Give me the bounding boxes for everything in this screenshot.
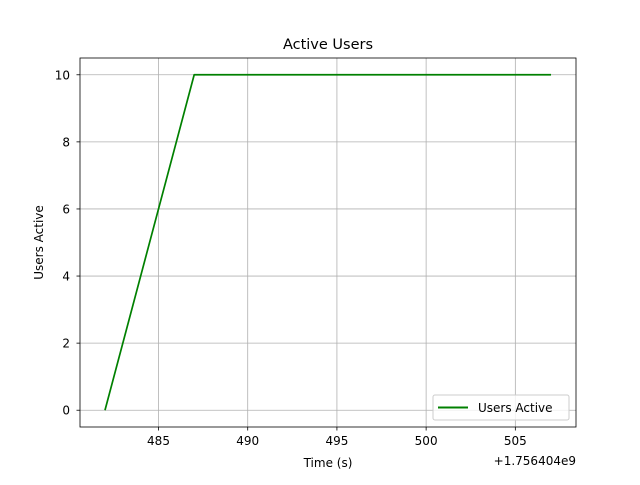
x-tick-label: 490 [236, 434, 259, 448]
plot-frame [79, 57, 577, 428]
series-line-users-active [104, 73, 552, 411]
y-tick-label: 4 [62, 270, 70, 284]
y-axis-label: Users Active [32, 205, 46, 280]
legend-box [432, 394, 570, 421]
series-group [104, 73, 552, 411]
x-tick-label: 505 [504, 434, 527, 448]
x-tick-label: 485 [147, 434, 170, 448]
y-tick-label: 0 [62, 404, 70, 418]
chart-title: Active Users [283, 37, 373, 53]
legend: Users Active [432, 394, 570, 421]
x-tick-label: 495 [325, 434, 348, 448]
y-tick-label: 8 [62, 135, 70, 149]
x-axis-label: Time (s) [303, 456, 353, 470]
x-axis-offset-label: +1.756404e9 [494, 454, 576, 468]
tick-group: 485 490 495 500 505 0 2 4 6 8 10 [55, 68, 527, 448]
y-tick-label: 10 [55, 68, 70, 82]
y-tick-label: 6 [62, 202, 70, 216]
legend-label: Users Active [478, 401, 553, 415]
y-tick-label: 2 [62, 337, 70, 351]
x-tick-label: 500 [415, 434, 438, 448]
